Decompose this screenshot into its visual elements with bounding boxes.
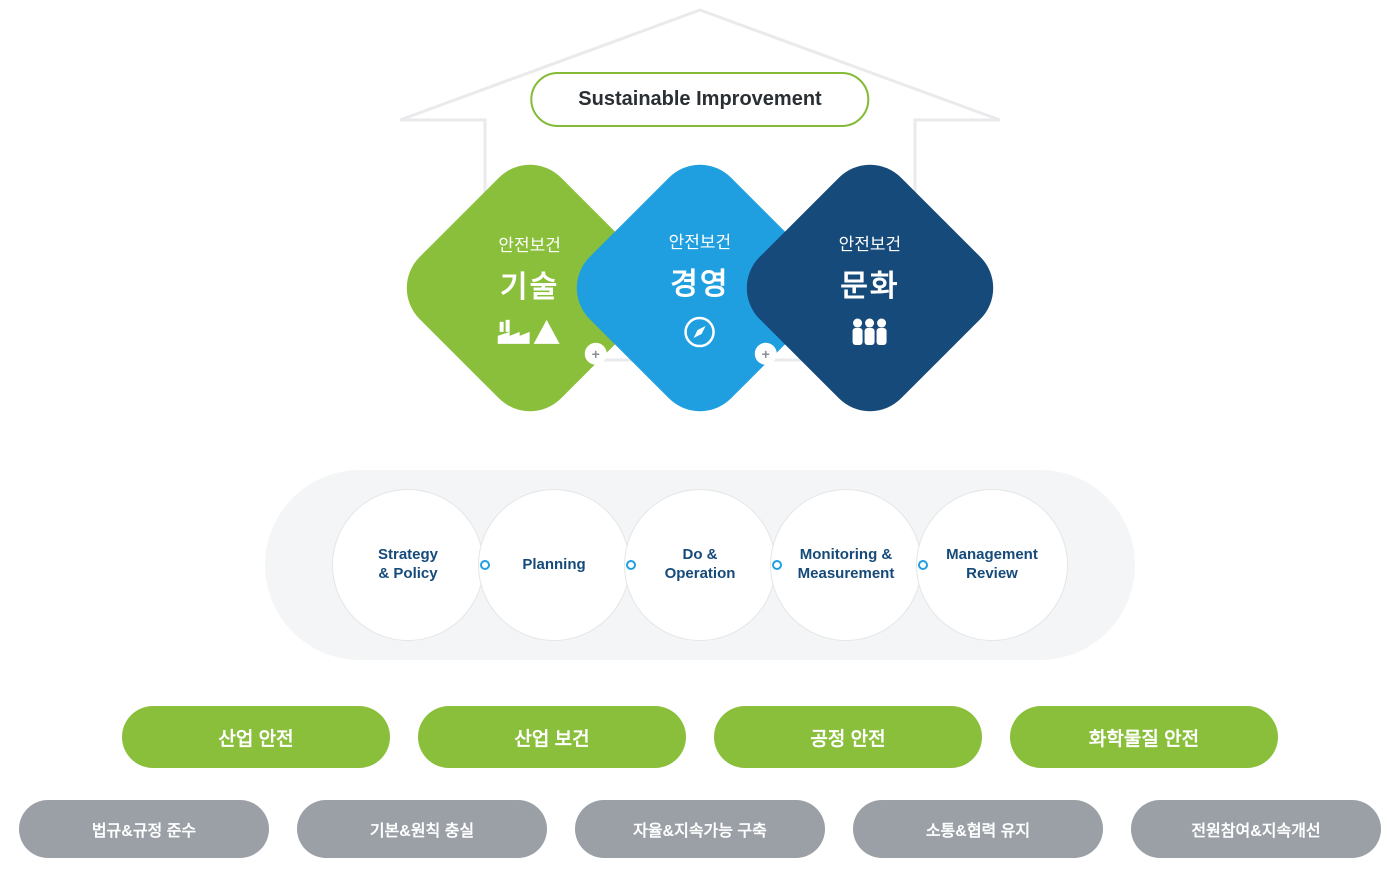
step-connector-icon: [480, 560, 490, 570]
domain-pill: 산업 안전: [122, 706, 390, 768]
principle-pill: 소통&협력 유지: [853, 800, 1103, 858]
domain-pill: 공정 안전: [714, 706, 982, 768]
process-step-label: Do &Operation: [665, 546, 736, 584]
process-track: Strategy& Policy Planning Do &Operation Mon…: [265, 470, 1135, 660]
process-step: Planning: [478, 489, 630, 641]
people-icon: [846, 317, 894, 347]
principle-pill: 기본&원칙 충실: [297, 800, 547, 858]
pillar-diamond: 안전보건문화: [729, 147, 1012, 430]
step-connector-icon: [772, 560, 782, 570]
process-steps: Strategy& Policy Planning Do &Operation Mon…: [332, 489, 1068, 641]
pillars-row: 안전보건기술 + 안전보건경영 + 안전보건문화: [430, 188, 970, 388]
factory-warning-icon: [498, 318, 562, 346]
process-step-label: Planning: [522, 556, 585, 575]
domain-pill: 화학물질 안전: [1010, 706, 1278, 768]
process-step-label: Strategy& Policy: [378, 546, 438, 584]
principle-pill: 법규&규정 준수: [19, 800, 269, 858]
apex-goal-pill: Sustainable Improvement: [530, 72, 869, 127]
domain-pill: 산업 보건: [418, 706, 686, 768]
plus-icon: +: [585, 343, 607, 365]
principle-pill: 전원참여&지속개선: [1131, 800, 1381, 858]
pillar-subtitle: 안전보건: [669, 228, 732, 253]
pillar-subtitle: 안전보건: [839, 230, 902, 255]
step-connector-icon: [918, 560, 928, 570]
pillar-subtitle: 안전보건: [499, 231, 562, 256]
pillar-title: 기술: [500, 262, 559, 306]
pillar-title: 경영: [670, 259, 729, 303]
process-step: Strategy& Policy: [332, 489, 484, 641]
process-step: Monitoring &Measurement: [770, 489, 922, 641]
process-step-label: ManagementReview: [946, 546, 1038, 584]
principle-pill: 자율&지속가능 구축: [575, 800, 825, 858]
pillar-title: 문화: [840, 261, 899, 305]
plus-icon: +: [755, 343, 777, 365]
process-step: ManagementReview: [916, 489, 1068, 641]
process-step: Do &Operation: [624, 489, 776, 641]
process-step-label: Monitoring &Measurement: [798, 546, 895, 584]
principles-row: 법규&규정 준수 기본&원칙 충실 자율&지속가능 구축 소통&협력 유지 전원참여&지…: [19, 800, 1381, 858]
step-connector-icon: [626, 560, 636, 570]
compass-icon: [683, 315, 717, 349]
domain-row: 산업 안전 산업 보건 공정 안전 화학물질 안전: [122, 706, 1278, 768]
safety-health-framework-diagram: Sustainable Improvement 안전보건기술+안전보건경영+안전…: [0, 0, 1400, 890]
